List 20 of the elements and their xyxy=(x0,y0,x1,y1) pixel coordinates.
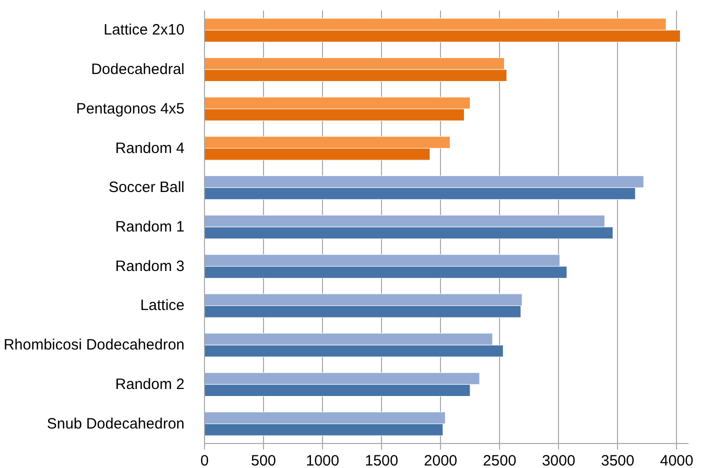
y-tick-label: Random 2 xyxy=(115,376,185,393)
x-tick-label: 1000 xyxy=(306,452,340,468)
x-tick-label: 2500 xyxy=(482,452,516,468)
x-tick-label: 3000 xyxy=(542,452,576,468)
y-tick-label: Random 1 xyxy=(115,218,185,236)
y-tick-label: Lattice xyxy=(140,297,185,314)
x-tick-label: 1500 xyxy=(364,452,398,468)
x-tick-label: 3500 xyxy=(600,452,634,468)
x-tick-label: 500 xyxy=(251,452,276,468)
y-tick-label: Snub Dodecahedron xyxy=(46,415,184,432)
y-tick-label: Random 3 xyxy=(115,258,185,275)
y-tick-label: Soccer Ball xyxy=(108,179,185,196)
y-tick-label: Random 4 xyxy=(115,140,185,157)
x-tick-label: 4000 xyxy=(660,452,694,468)
y-tick-label: Pentagonos 4x5 xyxy=(76,100,184,118)
y-tick-label: Rhombicosi Dodecahedron xyxy=(4,336,184,354)
y-tick-label: Lattice 2x10 xyxy=(104,22,184,39)
x-tick-label: 0 xyxy=(200,452,209,468)
y-tick-label: Dodecahedral xyxy=(91,61,185,78)
x-tick-label: 2000 xyxy=(424,452,458,468)
